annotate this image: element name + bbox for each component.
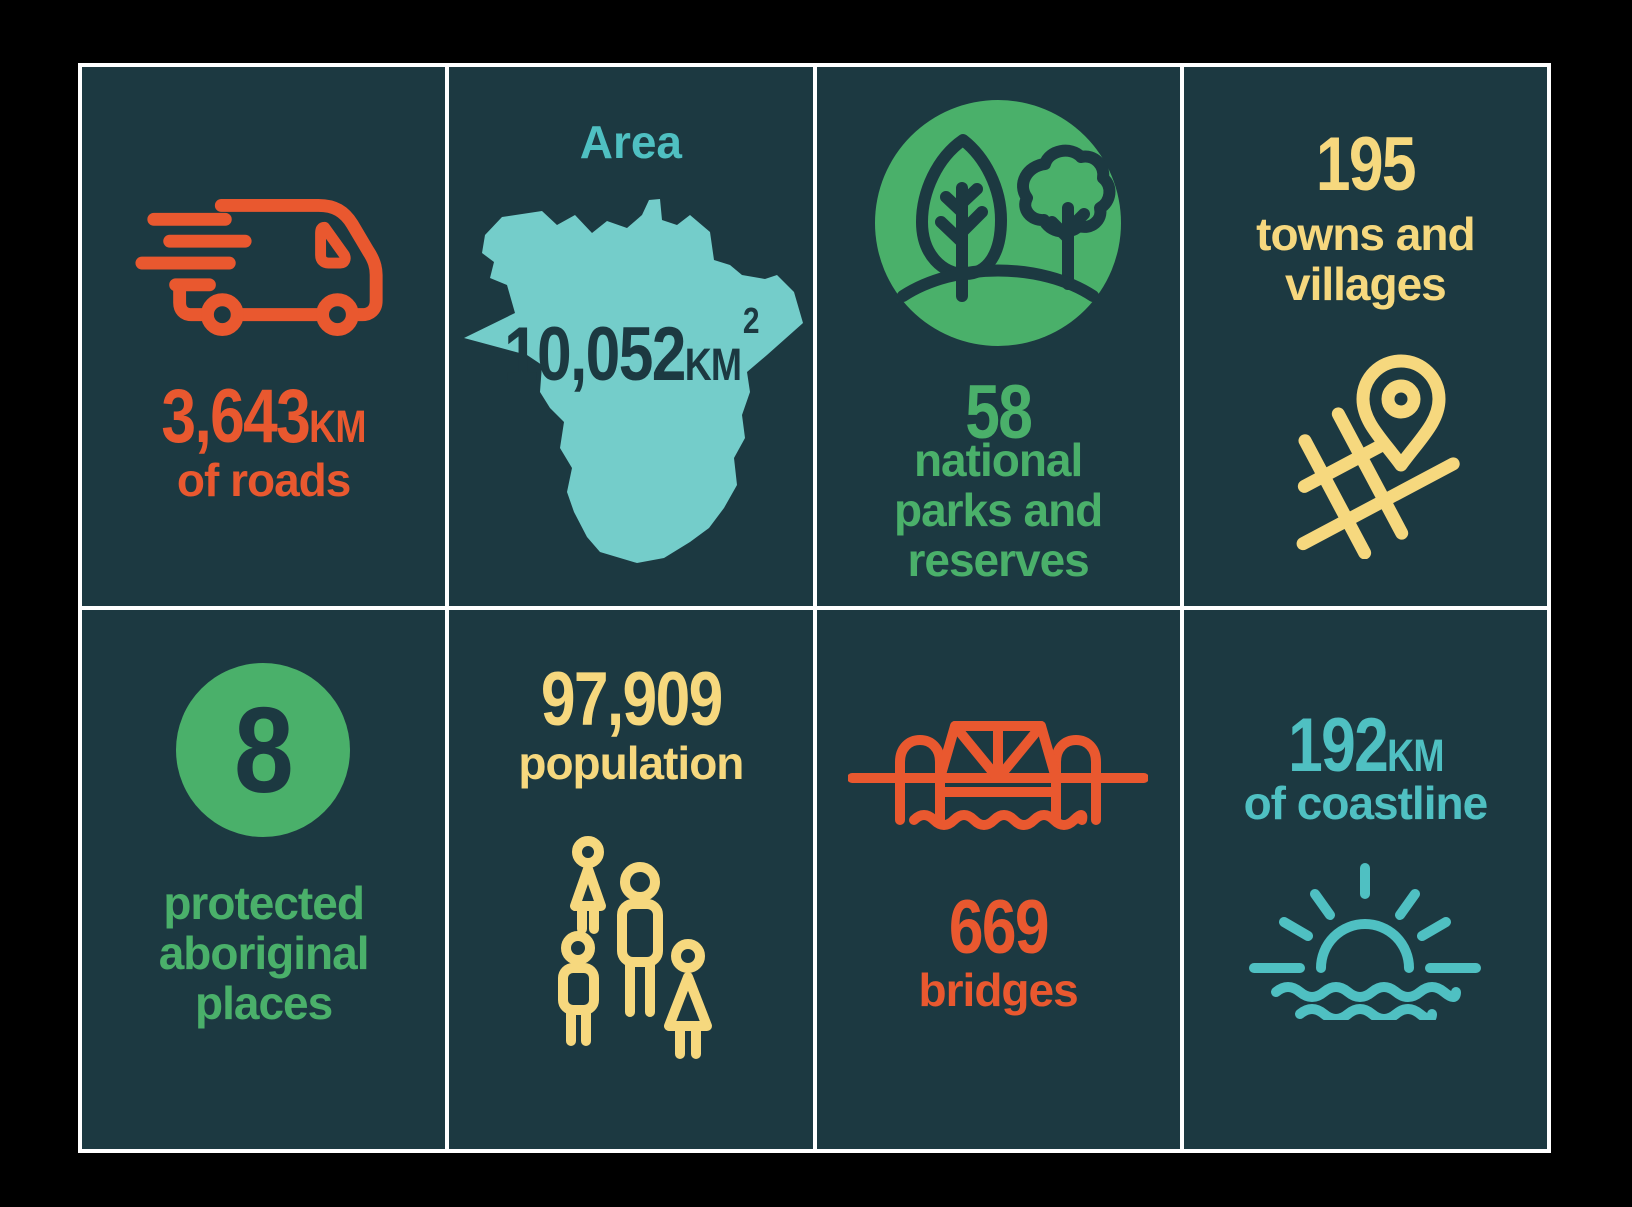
aboriginal-value: 8 — [234, 682, 294, 818]
bridges-label: bridges — [918, 964, 1079, 1016]
bridges-value: 669 — [948, 885, 1050, 970]
tile-area: Area 10,052KM2 — [449, 67, 813, 606]
roads-number: 3,643 — [161, 374, 310, 459]
tile-towns-villages: 195 towns and villages — [1183, 67, 1547, 606]
number-badge: 8 — [176, 663, 350, 837]
roads-unit: KM — [309, 401, 366, 452]
sunrise-waves-icon — [1248, 863, 1481, 1020]
tile-roads: 3,643KM of roads — [82, 67, 446, 606]
towns-label: towns and villages — [1256, 208, 1475, 311]
area-title: Area — [579, 116, 683, 168]
population-value: 97,909 — [540, 657, 722, 742]
roads-label: of roads — [176, 454, 351, 506]
area-superscript: 2 — [742, 299, 759, 341]
area-value: 10,052KM2 — [449, 302, 812, 393]
region-map — [464, 199, 804, 563]
truss-bridge-icon — [847, 721, 1148, 830]
tile-coastline: 192KM of coastline — [1183, 610, 1547, 1149]
tile-bridges: 669 bridges — [816, 610, 1180, 1149]
map-pin-roads-icon — [1296, 354, 1460, 559]
towns-value: 195 — [1315, 122, 1417, 207]
trees-circle-icon — [874, 100, 1121, 346]
tile-aboriginal-places: 8 protected aboriginal places — [82, 610, 446, 1149]
coastline-value: 192KM — [1184, 708, 1547, 784]
parks-label: national parks and reserves — [893, 434, 1103, 587]
tile-population: 97,909 population — [449, 610, 813, 1149]
delivery-van-icon — [135, 199, 383, 336]
aboriginal-label: protected aboriginal places — [158, 877, 370, 1030]
coastline-label: of coastline — [1243, 777, 1489, 829]
stats-grid: 3,643KM of roads Area 10,052KM2 — [78, 63, 1551, 1153]
coastline-unit: KM — [1386, 730, 1444, 781]
family-group-icon — [558, 836, 713, 1059]
tile-national-parks: 58 national parks and reserves — [816, 67, 1180, 606]
roads-value: 3,643KM — [82, 379, 445, 455]
area-unit: KM — [684, 339, 741, 390]
parks-value: 58 — [965, 370, 1033, 455]
area-number: 10,052 — [503, 312, 685, 397]
coastline-number: 192 — [1287, 703, 1389, 788]
population-label: population — [518, 737, 744, 789]
